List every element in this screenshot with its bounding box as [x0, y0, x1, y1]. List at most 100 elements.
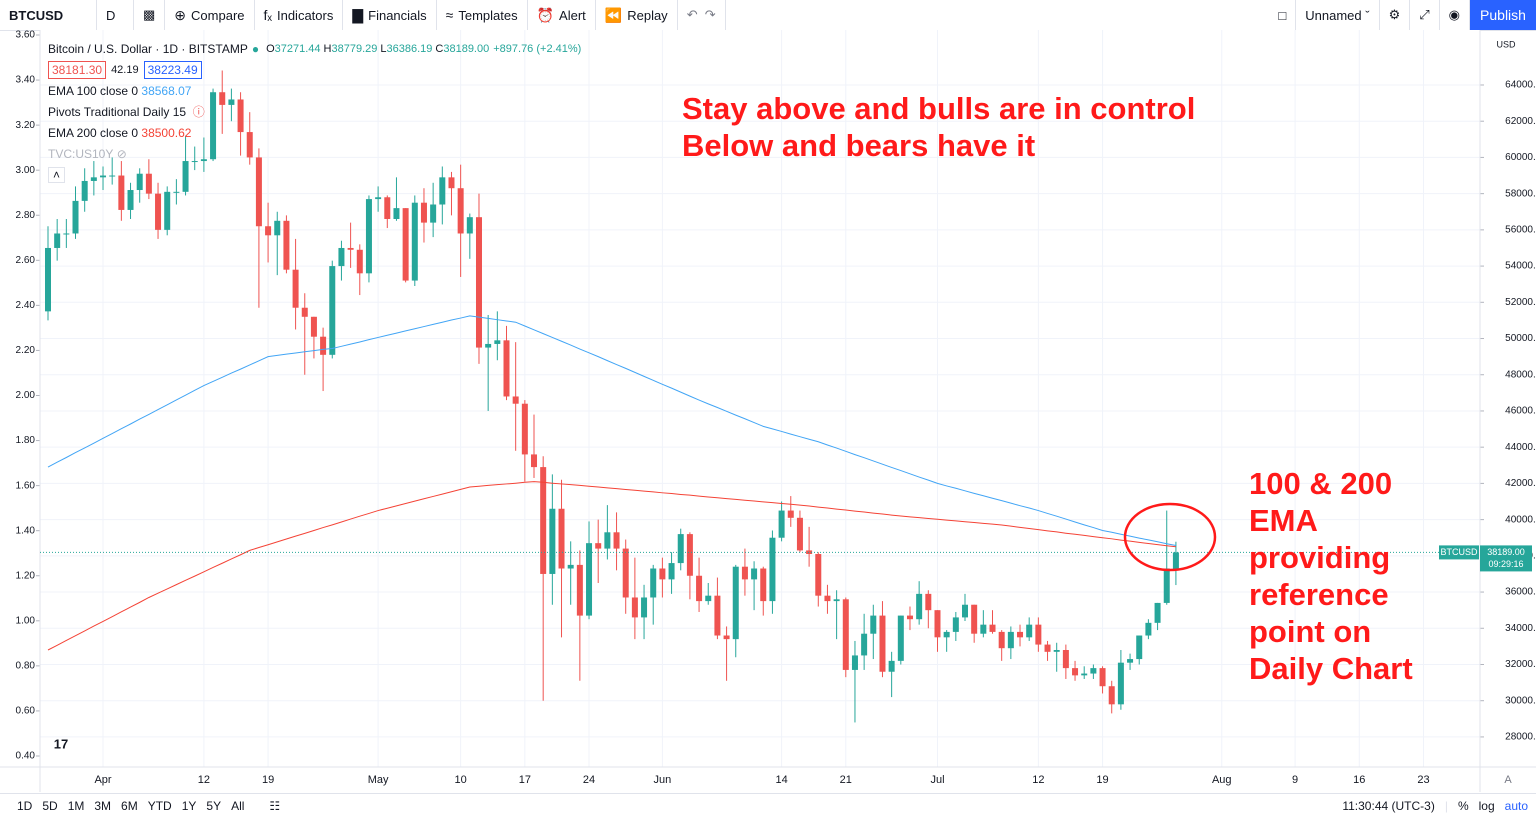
chart-style[interactable]: ▩: [134, 0, 166, 30]
toolbar-button[interactable]: ▇ Financials: [343, 0, 437, 30]
candle-body: [659, 568, 666, 580]
x-tick-label: 10: [455, 774, 467, 786]
candle-body: [1081, 673, 1088, 676]
candle-body: [824, 595, 831, 602]
snapshot[interactable]: ◉: [1440, 0, 1470, 30]
range-button[interactable]: 1D: [17, 799, 33, 813]
candle-body: [356, 249, 363, 274]
candle-body: [1017, 631, 1024, 638]
candle-body: [164, 191, 171, 230]
candle-body: [63, 233, 70, 235]
range-button[interactable]: All: [231, 799, 245, 813]
candle-body: [375, 197, 382, 200]
annotation-line: 100 & 200: [1249, 466, 1393, 501]
interval[interactable]: D: [97, 0, 134, 30]
x-tick-label: 12: [198, 774, 210, 786]
ema-line: [47, 315, 1177, 547]
fullscreen[interactable]: ⤢: [1410, 0, 1440, 30]
candle-body: [457, 188, 464, 234]
annotation-side: 100 & 200 EMA providing reference point on Da…: [1249, 465, 1413, 687]
publish-button[interactable]: Publish: [1470, 0, 1536, 30]
candle-body: [200, 159, 207, 162]
annotation-line: providing: [1249, 540, 1391, 575]
toolbar-button[interactable]: ⏰ Alert: [528, 0, 596, 30]
y-tick-label: 46000.00: [1505, 406, 1536, 417]
candle-body: [897, 615, 904, 661]
candle-body: [934, 610, 941, 638]
y2-tick-label: 1.20: [16, 570, 36, 581]
y2-tick-label: 1.60: [16, 480, 36, 491]
toolbar-button[interactable]: fₓ Indicators: [255, 0, 344, 30]
y-tick-label: 60000.00: [1505, 152, 1536, 163]
price-tag-symbol-bg: [1439, 545, 1479, 560]
annotation-line: point on: [1249, 614, 1372, 649]
candle-body: [696, 575, 703, 602]
collapse[interactable]: ˄: [48, 164, 581, 185]
candle-body: [347, 247, 354, 250]
quote-boxes: 38181.30 42.19 38223.49: [48, 59, 581, 80]
range-button[interactable]: 5D: [42, 799, 58, 813]
y2-tick-label: 2.00: [16, 390, 36, 401]
annotation-top: Stay above and bulls are in control Belo…: [682, 90, 1195, 164]
range-button[interactable]: YTD: [147, 799, 172, 813]
auto-toggle[interactable]: auto: [1504, 799, 1528, 813]
candle-body: [540, 467, 547, 574]
candle-body: [741, 566, 748, 580]
y2-tick-label: 1.40: [16, 525, 36, 536]
candle-body: [751, 568, 758, 580]
candle-body: [622, 548, 629, 598]
toolbar: BTCUSD D ▩ ⊕ Compare fₓ Indicators ▇ Financia…: [0, 0, 1536, 31]
layout-name[interactable]: Unnamed ˇ: [1296, 0, 1380, 30]
y2-tick-label: 2.80: [16, 210, 36, 221]
y2-tick-label: 2.20: [16, 345, 36, 356]
y-tick-label: 30000.00: [1505, 695, 1536, 706]
candle-body: [81, 180, 88, 201]
annotation-line: Below and bears have it: [682, 128, 1036, 163]
candle-body: [182, 161, 189, 192]
range-button[interactable]: 3M: [94, 799, 112, 813]
candle-body: [677, 534, 684, 564]
candle-body: [861, 633, 868, 656]
candle-body: [760, 568, 767, 602]
y2-tick-label: 1.00: [16, 615, 36, 626]
candle-body: [879, 615, 886, 672]
range-button[interactable]: 6M: [121, 799, 138, 813]
log-toggle[interactable]: log: [1478, 799, 1495, 813]
x-tick-label: Jun: [654, 774, 672, 786]
symbol-search[interactable]: BTCUSD: [0, 0, 97, 30]
chart: Apr 12 19 May 10 17 24 Jun 14 21 Jul 12 19 Aug 9 16 23 28…: [0, 30, 1536, 792]
toolbar-button[interactable]: ⏪ Replay: [596, 0, 678, 30]
x-tick-label: 17: [519, 774, 531, 786]
percent-toggle[interactable]: %: [1457, 799, 1469, 813]
range-button[interactable]: 1M: [67, 799, 85, 813]
range-button[interactable]: 1Y: [181, 799, 197, 813]
layout-toggle[interactable]: □: [1269, 0, 1297, 30]
candle-body: [1053, 650, 1060, 652]
candle-body: [851, 655, 858, 670]
settings[interactable]: ⚙: [1380, 0, 1411, 30]
candle-body: [888, 660, 895, 672]
toolbar-button[interactable]: ≈ Templates: [437, 0, 528, 30]
ask[interactable]: 38223.49: [143, 60, 202, 79]
plot-area: [40, 30, 1480, 767]
candle-body: [512, 396, 519, 404]
range-button[interactable]: 5Y: [206, 799, 222, 813]
spread: 42.19: [111, 63, 139, 76]
y-tick-label: 42000.00: [1505, 478, 1536, 489]
button-label: Indicators: [276, 7, 334, 23]
x-tick-label: 19: [262, 774, 274, 786]
x-tick-label: May: [368, 774, 389, 786]
undo-redo[interactable]: ↶ ↷: [678, 0, 726, 30]
date-range[interactable]: ☷: [269, 799, 281, 813]
candle-body: [567, 564, 574, 569]
y-tick-label: 52000.00: [1505, 297, 1536, 308]
candle-body: [494, 340, 501, 344]
candle-body: [100, 175, 107, 178]
ohlc-value: 38189.00: [443, 42, 490, 55]
toolbar-button[interactable]: ⊕ Compare: [165, 0, 255, 30]
ohlc-key: O: [266, 42, 275, 55]
x-tick-label: 19: [1096, 774, 1108, 786]
candle-body: [787, 510, 794, 518]
bid[interactable]: 38181.30: [48, 60, 107, 79]
button-label: Replay: [627, 7, 668, 23]
